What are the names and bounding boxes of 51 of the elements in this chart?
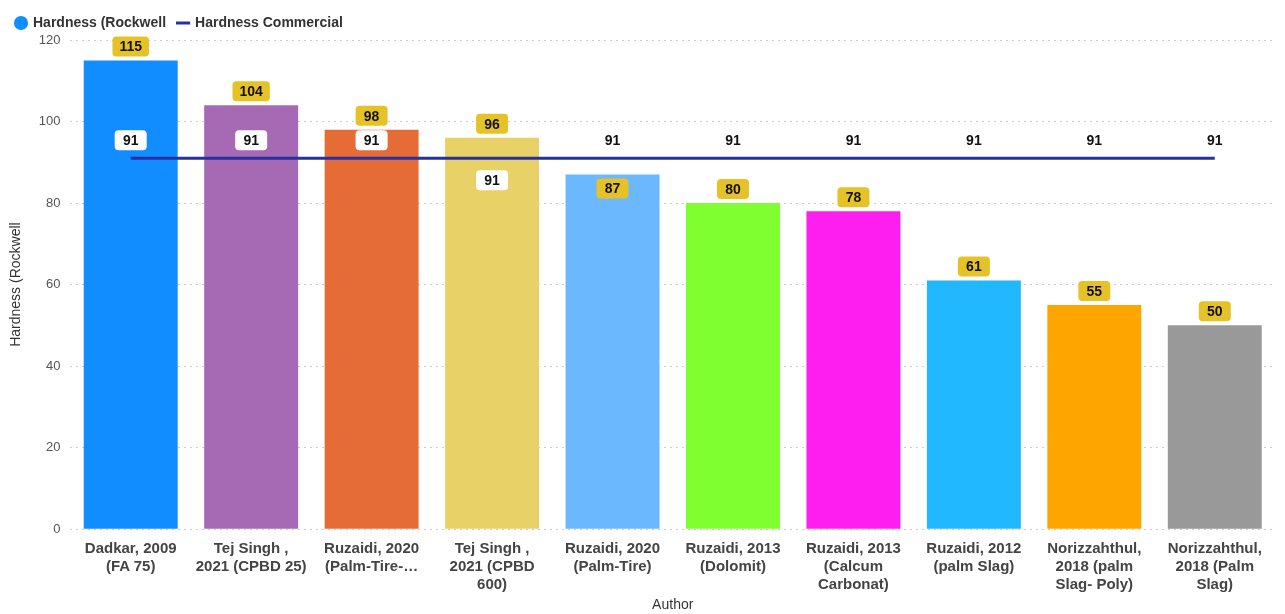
x-tick-label: Ruzaidi, 2013 (Dolomit)	[685, 539, 781, 575]
y-tick-label: 20	[46, 439, 61, 455]
data-label: 91	[966, 132, 982, 149]
x-axis-title: Author	[652, 596, 694, 613]
data-label: 91	[363, 132, 380, 149]
data-label: 91	[484, 172, 501, 189]
bar	[926, 280, 1021, 529]
bar	[565, 174, 660, 529]
data-label: 91	[243, 132, 260, 149]
x-tick-label: Ruzaidi, 2012 (palm Slag)	[926, 539, 1022, 575]
data-label: 104	[239, 83, 264, 100]
x-tick-label: Norizzahthul, 2018 (Palm Slag)	[1167, 539, 1262, 593]
data-label: 115	[119, 38, 143, 55]
y-tick-label: 100	[38, 113, 61, 129]
bar	[445, 137, 540, 529]
bar	[1047, 304, 1142, 529]
legend-label: Hardness Commercial	[195, 13, 343, 30]
legend-label: Hardness (Rockwell	[33, 13, 167, 30]
bar	[204, 105, 299, 529]
bar	[806, 211, 901, 529]
data-label: 91	[1206, 132, 1223, 149]
data-label: 87	[604, 180, 621, 197]
bar	[83, 60, 178, 529]
x-tick-label: Tej Singh , 2021 (CPBD 25)	[195, 539, 307, 575]
y-tick-label: 60	[46, 276, 61, 292]
x-tick-label: Dadkar, 2009 (FA 75)	[84, 539, 177, 575]
data-label: 55	[1086, 282, 1103, 299]
data-label: 80	[725, 180, 741, 197]
data-label: 91	[845, 132, 862, 149]
y-tick-label: 120	[38, 31, 61, 47]
x-tick-label: Ruzaidi, 2013 (Calcum Carbonat)	[805, 539, 901, 593]
bar	[1167, 325, 1262, 529]
bar	[686, 203, 780, 529]
data-label: 91	[725, 132, 741, 149]
x-tick-label: Tej Singh , 2021 (CPBD 600)	[449, 539, 535, 593]
x-tick-label: Ruzaidi, 2020 (Palm-Tire-…	[324, 539, 420, 575]
x-tick-label: Norizzahthul, 2018 (palm Slag- Poly)	[1047, 539, 1142, 593]
y-axis-title: Hardness (Rockwell	[7, 222, 24, 347]
data-label: 96	[484, 115, 501, 132]
data-label: 50	[1206, 303, 1223, 320]
x-tick-label: Ruzaidi, 2020 (Palm-Tire)	[565, 539, 661, 575]
y-tick-label: 80	[46, 194, 61, 210]
data-label: 91	[122, 132, 139, 149]
data-label: 78	[845, 189, 862, 206]
data-label: 91	[1086, 132, 1103, 149]
data-label: 98	[363, 107, 380, 124]
y-tick-label: 40	[46, 357, 61, 373]
data-label: 61	[966, 258, 982, 275]
y-tick-label: 0	[53, 520, 61, 536]
bar	[324, 129, 419, 529]
data-label: 91	[604, 132, 621, 149]
